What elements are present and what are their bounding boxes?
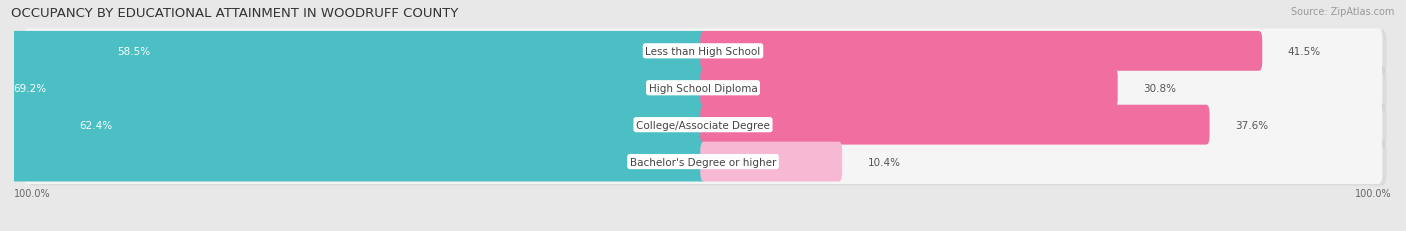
Text: 62.4%: 62.4% (80, 120, 112, 130)
Text: 10.4%: 10.4% (868, 157, 901, 167)
Text: 58.5%: 58.5% (118, 47, 150, 57)
Text: 37.6%: 37.6% (1236, 120, 1268, 130)
FancyBboxPatch shape (28, 104, 1386, 149)
Text: Source: ZipAtlas.com: Source: ZipAtlas.com (1291, 7, 1395, 17)
FancyBboxPatch shape (700, 32, 1263, 71)
Text: Less than High School: Less than High School (645, 47, 761, 57)
FancyBboxPatch shape (0, 105, 706, 145)
FancyBboxPatch shape (24, 140, 1382, 184)
FancyBboxPatch shape (0, 32, 706, 71)
FancyBboxPatch shape (700, 142, 842, 182)
Text: High School Diploma: High School Diploma (648, 83, 758, 93)
Text: 100.0%: 100.0% (1355, 188, 1392, 198)
FancyBboxPatch shape (700, 105, 1209, 145)
Text: 100.0%: 100.0% (14, 188, 51, 198)
FancyBboxPatch shape (0, 142, 706, 182)
Text: Bachelor's Degree or higher: Bachelor's Degree or higher (630, 157, 776, 167)
FancyBboxPatch shape (0, 69, 706, 108)
Text: 41.5%: 41.5% (1288, 47, 1322, 57)
FancyBboxPatch shape (28, 31, 1386, 76)
Text: 30.8%: 30.8% (1143, 83, 1177, 93)
FancyBboxPatch shape (28, 67, 1386, 112)
Text: OCCUPANCY BY EDUCATIONAL ATTAINMENT IN WOODRUFF COUNTY: OCCUPANCY BY EDUCATIONAL ATTAINMENT IN W… (11, 7, 458, 20)
FancyBboxPatch shape (700, 69, 1118, 108)
FancyBboxPatch shape (24, 29, 1382, 74)
FancyBboxPatch shape (24, 103, 1382, 148)
FancyBboxPatch shape (28, 141, 1386, 186)
Text: College/Associate Degree: College/Associate Degree (636, 120, 770, 130)
FancyBboxPatch shape (24, 66, 1382, 111)
Text: 69.2%: 69.2% (14, 83, 46, 93)
